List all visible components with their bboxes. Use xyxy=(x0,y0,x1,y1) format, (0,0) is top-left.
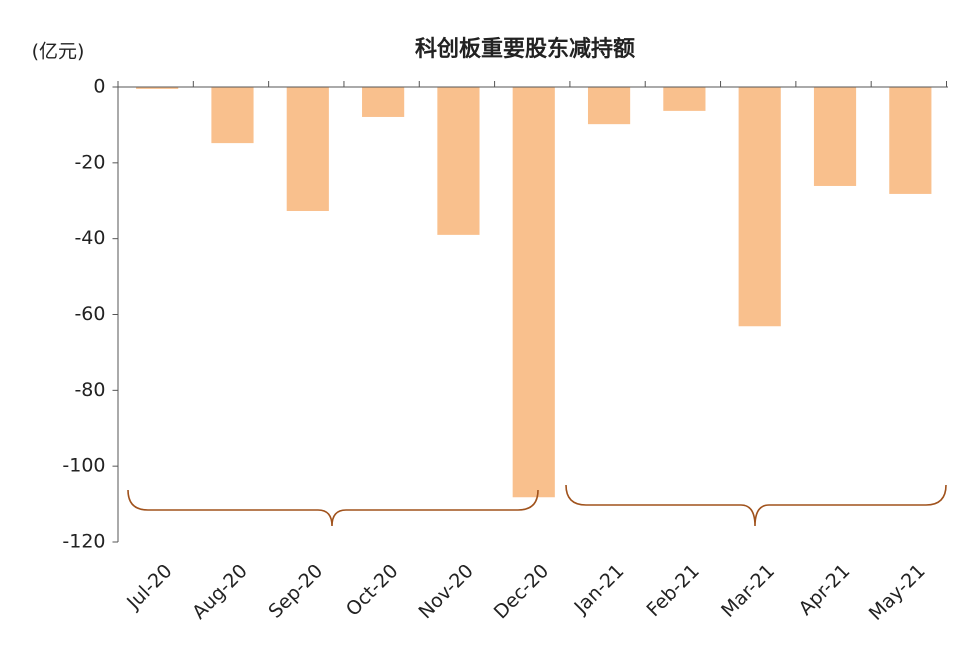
bar xyxy=(512,87,555,498)
x-tick-label: Feb-21 xyxy=(643,560,704,621)
bar xyxy=(813,87,857,186)
x-tick-label: Sep-20 xyxy=(264,560,327,623)
x-tick-label: Jul-20 xyxy=(122,560,176,614)
y-tick-label: -80 xyxy=(74,379,105,401)
bar xyxy=(136,87,179,89)
y-tick-label: -100 xyxy=(62,455,105,477)
x-tick-label: Nov-20 xyxy=(414,560,477,623)
unit-label: (亿元) xyxy=(32,41,85,63)
y-tick-label: -40 xyxy=(74,227,105,249)
bar xyxy=(211,87,254,144)
bar xyxy=(362,87,405,117)
bar xyxy=(663,87,706,111)
chart-title: 科创板重要股东减持额 xyxy=(415,36,635,62)
x-tick-label: Oct-20 xyxy=(342,560,403,621)
brace-2021 xyxy=(565,484,947,527)
y-tick-label: -20 xyxy=(74,151,105,173)
bar xyxy=(437,87,480,235)
x-tick-label: Apr-21 xyxy=(795,560,855,620)
x-tick-label: May-21 xyxy=(865,560,930,625)
brace-2020 xyxy=(127,489,539,527)
y-tick-label: -120 xyxy=(62,531,105,553)
bar xyxy=(587,87,631,125)
y-tick-label: 0 xyxy=(93,76,105,98)
bar xyxy=(738,87,781,327)
x-tick-label: Dec-20 xyxy=(490,560,554,624)
x-tick-label: Jan-21 xyxy=(570,560,629,619)
x-tick-label: Aug-20 xyxy=(188,560,252,624)
x-tick-label: Mar-21 xyxy=(717,560,779,622)
y-tick-label: -60 xyxy=(74,303,105,325)
bar xyxy=(889,87,932,194)
bar xyxy=(286,87,329,211)
